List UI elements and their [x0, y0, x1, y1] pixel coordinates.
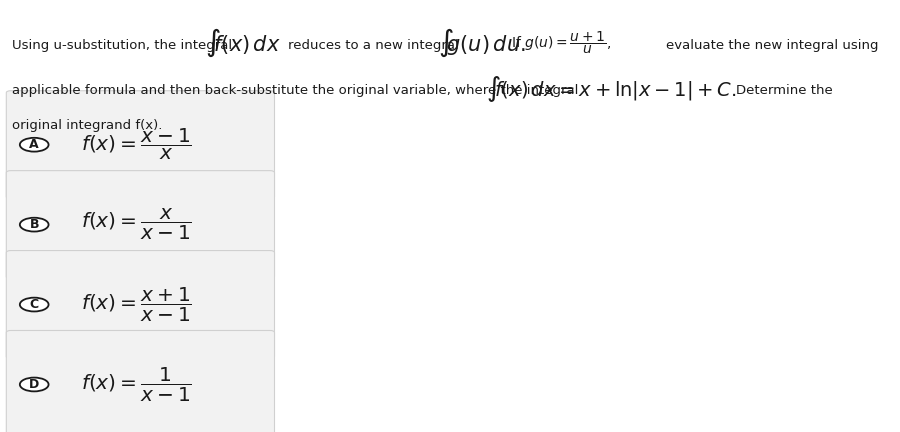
- Circle shape: [20, 138, 49, 152]
- Text: $\int\!\! g(u)\,du.$: $\int\!\! g(u)\,du.$: [438, 27, 526, 59]
- FancyBboxPatch shape: [6, 251, 274, 359]
- Text: Determine the: Determine the: [736, 84, 832, 97]
- Text: original integrand f(x).: original integrand f(x).: [12, 119, 162, 132]
- Text: applicable formula and then back-substitute the original variable, where the int: applicable formula and then back-substit…: [12, 84, 578, 97]
- Text: C: C: [30, 298, 39, 311]
- FancyBboxPatch shape: [6, 91, 274, 199]
- FancyBboxPatch shape: [6, 330, 274, 432]
- Text: If $g(u) = \dfrac{u+1}{u},$: If $g(u) = \dfrac{u+1}{u},$: [511, 30, 611, 56]
- Circle shape: [20, 218, 49, 232]
- Text: $f(x) = \dfrac{1}{x-1}$: $f(x) = \dfrac{1}{x-1}$: [81, 365, 192, 403]
- Text: evaluate the new integral using: evaluate the new integral using: [666, 39, 878, 52]
- Circle shape: [20, 378, 49, 391]
- Text: D: D: [29, 378, 40, 391]
- Text: reduces to a new integral: reduces to a new integral: [288, 39, 459, 52]
- FancyBboxPatch shape: [6, 171, 274, 279]
- Text: Using u-substitution, the integral: Using u-substitution, the integral: [12, 39, 232, 52]
- Text: A: A: [30, 138, 39, 151]
- Text: $f(x) = \dfrac{x}{x-1}$: $f(x) = \dfrac{x}{x-1}$: [81, 207, 192, 242]
- Text: $\int\!\! f(x)\,dx = x + \ln|x-1| + C.$: $\int\!\! f(x)\,dx = x + \ln|x-1| + C.$: [486, 73, 736, 104]
- Text: $\int\!\! f(x)\,dx$: $\int\!\! f(x)\,dx$: [205, 27, 281, 59]
- Text: $f(x) = \dfrac{x-1}{x}$: $f(x) = \dfrac{x-1}{x}$: [81, 127, 192, 162]
- Text: B: B: [30, 218, 39, 231]
- Text: $f(x) = \dfrac{x+1}{x-1}$: $f(x) = \dfrac{x+1}{x-1}$: [81, 286, 192, 324]
- Circle shape: [20, 298, 49, 311]
